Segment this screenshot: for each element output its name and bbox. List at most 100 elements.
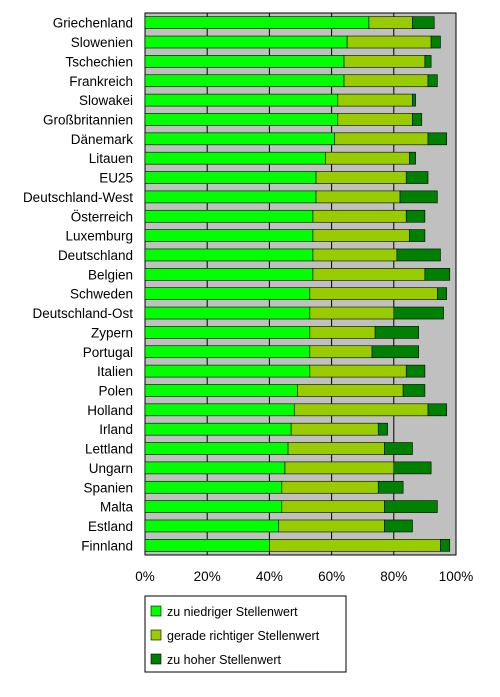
bar-segment — [144, 480, 283, 494]
bar-segment — [144, 345, 311, 359]
bar-segment — [409, 229, 426, 242]
bar-segment — [309, 326, 376, 339]
category-label: Finnland — [81, 538, 133, 553]
category-label: Deutschland-West — [23, 190, 133, 205]
category-label: Polen — [98, 383, 133, 398]
bar-segment — [297, 384, 404, 397]
bar-segment — [312, 229, 410, 242]
category-label: Litauen — [89, 151, 133, 166]
bar-segment — [337, 93, 413, 107]
bar-segment — [269, 539, 441, 552]
bar-segment — [384, 500, 438, 513]
category-label: Österreich — [71, 209, 133, 224]
bar-segment — [144, 384, 298, 397]
bar-segment — [405, 364, 426, 378]
x-tick-labels: 0% 20% 40% 60% 80% 100% — [135, 569, 473, 584]
bar-segment — [346, 35, 432, 49]
legend: zu niedriger Stellenwert gerade richtiger… — [144, 595, 347, 673]
legend-label: zu niedriger Stellenwert — [167, 605, 298, 619]
bar-segment — [144, 209, 314, 223]
legend-box — [144, 595, 347, 673]
bar-segment — [287, 442, 385, 455]
bar-segment — [315, 171, 407, 184]
bar-segment — [440, 539, 451, 552]
category-label: Dänemark — [71, 132, 134, 147]
bar-segment — [144, 16, 370, 29]
bar-segment — [144, 171, 317, 184]
bar-segment — [409, 151, 416, 165]
category-label: Deutschland-Ost — [32, 306, 133, 321]
x-tick-label: 80% — [380, 569, 407, 584]
category-label: Italien — [97, 364, 133, 379]
bar-segment — [144, 35, 348, 49]
bar-segment — [144, 248, 314, 262]
bar-segment — [284, 461, 395, 475]
bar-segment — [312, 248, 398, 262]
bar-segment — [337, 113, 413, 126]
category-label: Großbritannien — [43, 112, 133, 127]
bar-segment — [412, 93, 416, 107]
bar-segment — [144, 151, 326, 165]
bar-segment — [377, 422, 388, 436]
bar-segment — [424, 268, 451, 281]
bar-segment — [144, 364, 311, 378]
bar-segment — [144, 539, 270, 552]
legend-label: zu hoher Stellenwert — [167, 653, 281, 667]
bar-segment — [377, 480, 404, 494]
bar-segment — [144, 403, 295, 417]
bar-segment — [281, 480, 379, 494]
bar-segment — [412, 113, 423, 126]
bar-segment — [334, 132, 429, 146]
bar-segment — [309, 345, 373, 359]
category-label: Spanien — [83, 480, 133, 495]
bar-segment — [325, 151, 410, 165]
category-label: Malta — [100, 500, 134, 515]
category-label: Belgien — [88, 267, 133, 282]
bar-segment — [368, 16, 413, 29]
bar-segment — [309, 306, 395, 320]
legend-swatch — [150, 653, 162, 665]
category-label: Irland — [99, 422, 133, 437]
bar-segment — [384, 519, 413, 533]
category-label: Luxemburg — [65, 229, 133, 244]
bar-segment — [144, 500, 283, 513]
category-label: Estland — [88, 519, 133, 534]
bar-segment — [371, 345, 419, 359]
bar-segment — [278, 519, 385, 533]
bar-segment — [144, 93, 339, 107]
bar-segment — [343, 74, 429, 88]
bar-segment — [374, 326, 419, 339]
category-label: Schweden — [70, 287, 133, 302]
legend-swatch — [150, 605, 162, 617]
bar-segment — [144, 442, 289, 455]
category-label: Slowakei — [79, 93, 133, 108]
bar-segment — [309, 287, 438, 300]
bar-segment — [144, 229, 314, 242]
category-label: Lettland — [85, 442, 133, 457]
bar-segment — [144, 461, 286, 475]
bar-segment — [293, 403, 429, 417]
bar-segment — [405, 171, 429, 184]
category-label: EU25 — [99, 171, 133, 186]
x-tick-label: 40% — [256, 569, 283, 584]
category-label: Frankreich — [69, 74, 133, 89]
bar-segment — [424, 55, 432, 68]
category-label: Deutschland — [58, 248, 133, 263]
bar-segment — [144, 113, 339, 126]
bar-segment — [393, 461, 432, 475]
category-labels: Griechenland Slowenien Tschechien Frankreic… — [23, 16, 134, 554]
category-label: Ungarn — [89, 461, 133, 476]
bar-segment — [144, 287, 311, 300]
bar-segment — [312, 209, 407, 223]
x-tick-label: 20% — [194, 569, 221, 584]
bar-segment — [396, 248, 441, 262]
bar-segment — [144, 519, 280, 533]
bar-segment — [144, 268, 314, 281]
x-tick-label: 100% — [439, 569, 474, 584]
category-label: Griechenland — [53, 16, 133, 31]
x-tick-label: 0% — [135, 569, 155, 584]
bar-segment — [427, 403, 447, 417]
category-label: Slowenien — [71, 35, 133, 50]
bar-segment — [309, 364, 407, 378]
